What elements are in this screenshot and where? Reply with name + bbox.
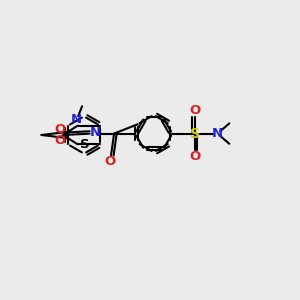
Text: S: S: [190, 127, 200, 141]
Text: O: O: [55, 123, 66, 136]
Text: N: N: [90, 127, 101, 140]
Text: S: S: [80, 138, 90, 152]
Text: N: N: [70, 112, 82, 126]
Text: N: N: [212, 127, 223, 140]
Text: O: O: [105, 155, 116, 168]
Text: O: O: [189, 150, 200, 163]
Text: O: O: [189, 104, 200, 117]
Text: O: O: [55, 134, 66, 147]
